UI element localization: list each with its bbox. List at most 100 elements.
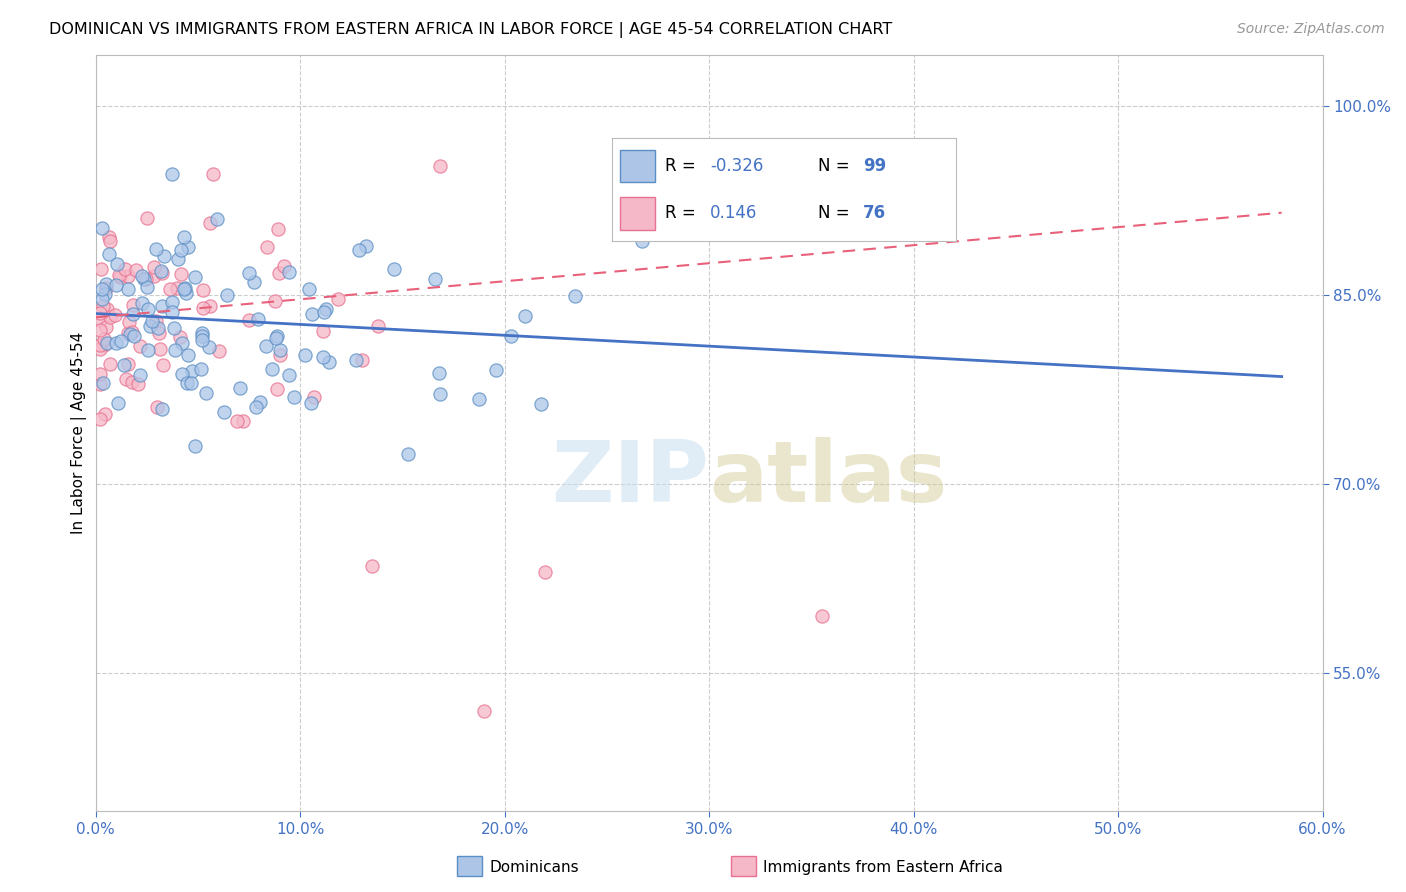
Point <box>93 331 115 345</box>
Point <box>146 321 169 335</box>
Point <box>141 314 163 328</box>
Point <box>145 314 167 328</box>
Point <box>125 262 148 277</box>
Text: Immigrants from Eastern Africa: Immigrants from Eastern Africa <box>763 860 1004 874</box>
Point <box>299 395 322 409</box>
Point <box>269 348 291 362</box>
Point <box>162 305 184 319</box>
Point <box>173 281 195 295</box>
Point <box>191 301 214 316</box>
Point <box>190 326 212 341</box>
Point <box>90 220 112 235</box>
Point <box>107 268 129 283</box>
Point <box>200 216 222 230</box>
Point <box>150 401 173 416</box>
Point <box>530 397 553 411</box>
Point <box>169 330 191 344</box>
Text: R =: R = <box>665 204 702 222</box>
Point <box>177 348 200 362</box>
Point <box>150 299 173 313</box>
Point <box>129 368 152 382</box>
Point <box>118 315 141 329</box>
Text: 0.146: 0.146 <box>710 204 758 222</box>
Point <box>177 240 200 254</box>
Point <box>93 338 115 352</box>
Point <box>254 339 277 353</box>
Text: -0.326: -0.326 <box>710 157 763 175</box>
Point <box>382 262 405 277</box>
Point <box>162 167 184 181</box>
Point <box>98 310 121 324</box>
Point <box>367 319 389 334</box>
Point <box>472 704 495 718</box>
Point <box>266 382 288 396</box>
Point <box>202 167 225 181</box>
Text: ZIP: ZIP <box>551 437 709 520</box>
Point <box>170 335 193 350</box>
Point <box>163 321 186 335</box>
Point <box>232 414 254 428</box>
Point <box>283 390 305 404</box>
Point <box>138 302 160 317</box>
Point <box>354 239 377 253</box>
Point <box>160 294 183 309</box>
Point <box>169 267 191 281</box>
Point <box>249 395 271 409</box>
Point <box>98 234 121 248</box>
Point <box>344 353 367 368</box>
Point <box>96 336 118 351</box>
Point <box>238 313 260 327</box>
Point <box>245 400 267 414</box>
Point <box>810 609 832 624</box>
Point <box>153 249 176 263</box>
Point <box>315 302 337 317</box>
Point <box>266 331 288 345</box>
Point <box>131 268 153 283</box>
Point <box>208 343 231 358</box>
Point <box>298 282 321 296</box>
Point <box>110 334 132 348</box>
Point <box>238 266 260 280</box>
Point <box>104 308 127 322</box>
Point <box>89 323 111 337</box>
Point <box>396 447 419 461</box>
Point <box>117 269 139 284</box>
Point <box>93 376 115 390</box>
Point <box>138 318 160 333</box>
Point <box>98 357 121 371</box>
Point <box>198 340 221 354</box>
Point <box>215 288 238 302</box>
Text: 76: 76 <box>863 204 886 222</box>
Point <box>165 343 187 358</box>
Point <box>228 381 250 395</box>
Point <box>273 259 295 273</box>
Point <box>212 405 235 419</box>
Point <box>294 348 316 362</box>
Point <box>122 328 145 343</box>
Point <box>312 305 335 319</box>
Point <box>269 266 291 280</box>
Point <box>117 326 139 340</box>
Point <box>167 252 190 266</box>
Point <box>243 275 266 289</box>
Point <box>96 277 118 292</box>
Text: 99: 99 <box>863 157 886 175</box>
Point <box>668 205 690 219</box>
Point <box>181 364 204 378</box>
Point <box>93 407 115 421</box>
Point <box>89 367 111 381</box>
Point <box>136 211 159 225</box>
Point <box>143 268 166 283</box>
Point <box>349 243 371 257</box>
Point <box>190 362 212 376</box>
Point <box>318 354 340 368</box>
Point <box>513 310 536 324</box>
Text: N =: N = <box>818 204 855 222</box>
Point <box>108 270 131 285</box>
Point <box>173 230 195 244</box>
Point <box>278 265 301 279</box>
Point <box>170 368 193 382</box>
Point <box>564 289 586 303</box>
Text: Source: ZipAtlas.com: Source: ZipAtlas.com <box>1237 22 1385 37</box>
Point <box>195 386 218 401</box>
